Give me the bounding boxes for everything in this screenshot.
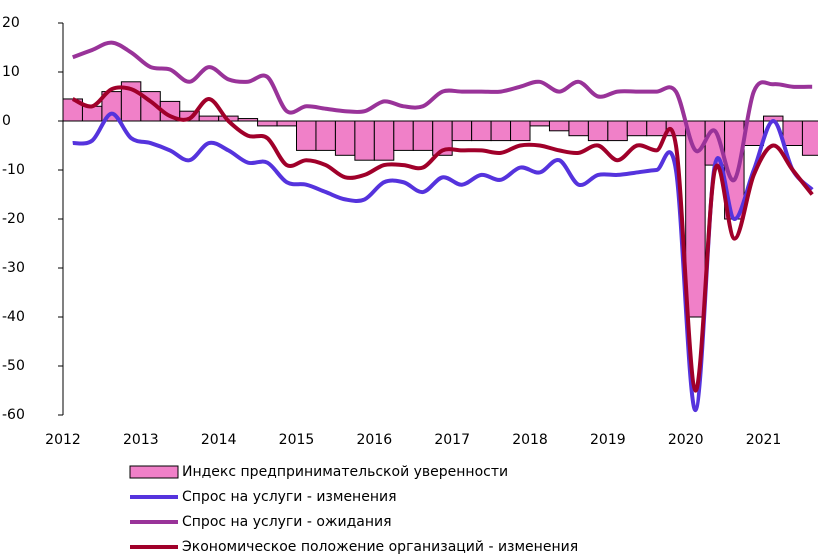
legend-label: Экономическое положение организаций - из… — [182, 539, 578, 555]
x-tick-label: 2019 — [590, 432, 626, 448]
y-tick-label: 10 — [2, 64, 20, 80]
bar — [607, 120, 628, 142]
bar — [354, 120, 375, 161]
bar — [801, 120, 818, 156]
bar — [490, 120, 512, 142]
legend-swatch — [129, 465, 179, 479]
bar — [529, 120, 550, 127]
y-tick-label: -10 — [2, 162, 25, 178]
x-tick-label: 2018 — [512, 432, 548, 448]
x-tick-label: 2020 — [668, 432, 704, 448]
legend-label: Индекс предпринимательской уверенности — [182, 464, 508, 480]
bar — [626, 120, 648, 137]
bar — [198, 115, 220, 122]
y-tick-label: 0 — [2, 113, 11, 129]
line — [72, 40, 813, 183]
x-tick-label: 2012 — [45, 432, 81, 448]
bar — [782, 120, 803, 146]
legend-label: Спрос на услуги - ожидания — [182, 514, 392, 530]
bar — [334, 120, 356, 156]
y-tick-label: -20 — [2, 211, 25, 227]
bar — [646, 120, 667, 137]
legend-label: Спрос на услуги - изменения — [182, 489, 397, 505]
bar — [393, 120, 414, 151]
y-tick-label: -50 — [2, 358, 25, 374]
x-tick-label: 2013 — [123, 432, 159, 448]
bar — [587, 120, 609, 142]
bar — [257, 120, 278, 127]
bar — [276, 120, 298, 127]
y-tick-label: -40 — [2, 309, 25, 325]
y-tick-label: -30 — [2, 260, 25, 276]
x-tick-label: 2015 — [279, 432, 315, 448]
x-tick-label: 2021 — [746, 432, 782, 448]
bar — [471, 120, 492, 142]
bar — [81, 105, 103, 122]
y-tick-label: -60 — [2, 407, 25, 423]
bar — [548, 120, 570, 132]
x-tick-label: 2014 — [201, 432, 237, 448]
bar — [296, 120, 317, 151]
x-tick-label: 2016 — [357, 432, 393, 448]
bar — [568, 120, 589, 137]
bar — [510, 120, 531, 142]
bar — [315, 120, 336, 151]
plot-area — [63, 40, 818, 413]
bar — [451, 120, 473, 142]
bar — [373, 120, 395, 161]
bar — [412, 120, 434, 151]
line — [71, 85, 814, 393]
x-tick-label: 2017 — [434, 432, 470, 448]
y-tick-label: 20 — [2, 15, 20, 31]
